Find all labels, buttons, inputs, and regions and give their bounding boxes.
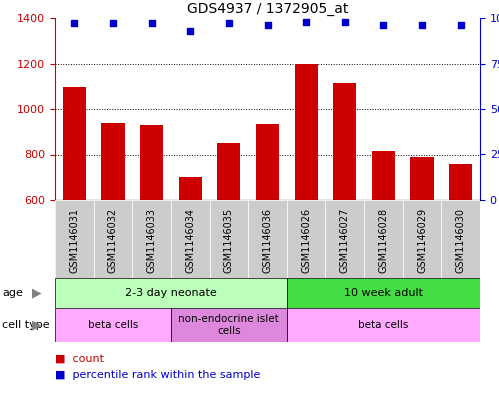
Bar bbox=[55, 200, 94, 278]
Text: GSM1146029: GSM1146029 bbox=[417, 208, 427, 273]
Point bbox=[263, 22, 271, 28]
Bar bbox=[364, 200, 403, 278]
Bar bbox=[287, 278, 480, 308]
Text: GSM1146026: GSM1146026 bbox=[301, 208, 311, 273]
Point bbox=[341, 18, 349, 25]
Text: GSM1146036: GSM1146036 bbox=[262, 208, 272, 273]
Text: ■  percentile rank within the sample: ■ percentile rank within the sample bbox=[55, 370, 260, 380]
Bar bbox=[140, 125, 163, 200]
Point bbox=[457, 22, 465, 28]
Bar bbox=[333, 83, 356, 200]
Bar bbox=[287, 200, 325, 278]
Text: GSM1146028: GSM1146028 bbox=[378, 208, 388, 273]
Text: GSM1146032: GSM1146032 bbox=[108, 208, 118, 273]
Text: 10 week adult: 10 week adult bbox=[344, 288, 423, 298]
Bar bbox=[441, 200, 480, 278]
Text: ▶: ▶ bbox=[32, 318, 42, 332]
Bar bbox=[287, 308, 480, 342]
Bar bbox=[449, 163, 472, 200]
Bar bbox=[55, 308, 171, 342]
Text: GSM1146031: GSM1146031 bbox=[69, 208, 79, 273]
Text: GSM1146034: GSM1146034 bbox=[185, 208, 195, 273]
Bar bbox=[325, 200, 364, 278]
Bar bbox=[63, 87, 86, 200]
Point bbox=[379, 22, 387, 28]
Point bbox=[109, 20, 117, 27]
Point bbox=[70, 20, 78, 27]
Bar bbox=[101, 123, 125, 200]
Bar bbox=[210, 200, 248, 278]
Bar bbox=[403, 200, 441, 278]
Bar bbox=[94, 200, 132, 278]
Point bbox=[225, 20, 233, 27]
Bar bbox=[171, 200, 210, 278]
Text: non-endocrine islet
cells: non-endocrine islet cells bbox=[179, 314, 279, 336]
Point bbox=[418, 22, 426, 28]
Bar bbox=[132, 200, 171, 278]
Bar bbox=[294, 64, 318, 200]
Bar bbox=[411, 157, 434, 200]
Title: GDS4937 / 1372905_at: GDS4937 / 1372905_at bbox=[187, 2, 348, 16]
Text: GSM1146030: GSM1146030 bbox=[456, 208, 466, 273]
Bar bbox=[217, 143, 241, 200]
Text: beta cells: beta cells bbox=[88, 320, 138, 330]
Bar bbox=[171, 308, 287, 342]
Text: age: age bbox=[2, 288, 23, 298]
Text: GSM1146027: GSM1146027 bbox=[340, 208, 350, 273]
Point bbox=[302, 18, 310, 25]
Text: cell type: cell type bbox=[2, 320, 50, 330]
Text: GSM1146033: GSM1146033 bbox=[147, 208, 157, 273]
Text: beta cells: beta cells bbox=[358, 320, 409, 330]
Bar bbox=[256, 124, 279, 200]
Point bbox=[186, 28, 194, 34]
Text: GSM1146035: GSM1146035 bbox=[224, 208, 234, 273]
Text: 2-3 day neonate: 2-3 day neonate bbox=[125, 288, 217, 298]
Bar bbox=[55, 200, 480, 278]
Bar bbox=[372, 151, 395, 200]
Text: ▶: ▶ bbox=[32, 286, 42, 299]
Text: ■  count: ■ count bbox=[55, 353, 104, 364]
Bar bbox=[248, 200, 287, 278]
Bar bbox=[55, 278, 287, 308]
Point bbox=[148, 20, 156, 27]
Bar bbox=[179, 177, 202, 200]
